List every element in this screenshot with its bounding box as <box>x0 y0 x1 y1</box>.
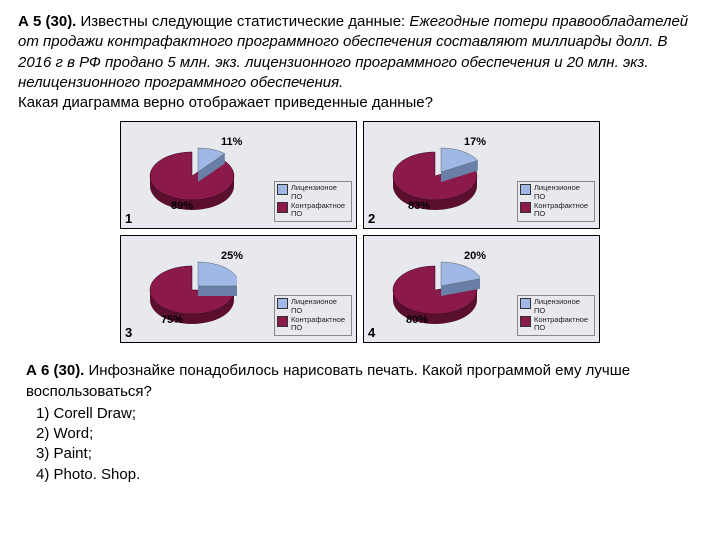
chart-2: 17% 83% 2 Лицензионое ПО Контрафактное П… <box>363 121 600 229</box>
legend-label: Лицензионое ПО <box>534 298 592 315</box>
legend-swatch <box>520 316 531 327</box>
legend-row: Контрафактное ПО <box>277 202 349 219</box>
q6-option-2: 2) Word; <box>36 424 702 444</box>
q5-text: А 5 (30). Известны следующие статистичес… <box>18 12 702 113</box>
pie-1 <box>147 146 237 206</box>
main-pct: 89% <box>171 200 193 212</box>
chart-legend: Лицензионое ПО Контрафактное ПО <box>517 181 595 222</box>
charts-grid: 11% 89% 1 Лицензионое ПО Контрафактное П… <box>120 121 600 343</box>
legend-swatch <box>277 202 288 213</box>
chart-1: 11% 89% 1 Лицензионое ПО Контрафактное П… <box>120 121 357 229</box>
legend-row: Контрафактное ПО <box>520 202 592 219</box>
chart-number: 3 <box>125 325 132 340</box>
slice-pct: 25% <box>221 250 243 262</box>
legend-row: Лицензионое ПО <box>277 184 349 201</box>
q6-option-1: 1) Corell Draw; <box>36 404 702 424</box>
chart-number: 4 <box>368 325 375 340</box>
legend-swatch <box>520 202 531 213</box>
legend-row: Лицензионое ПО <box>520 184 592 201</box>
q6-option-4: 4) Photo. Shop. <box>36 465 702 485</box>
q6-option-3: 3) Paint; <box>36 444 702 464</box>
legend-swatch <box>520 298 531 309</box>
q5-lead: Известны следующие статистические данные… <box>76 13 409 30</box>
legend-swatch <box>520 184 531 195</box>
slice-pct: 11% <box>221 136 242 148</box>
chart-4: 20% 80% 4 Лицензионое ПО Контрафактное П… <box>363 235 600 343</box>
legend-swatch <box>277 316 288 327</box>
main-pct: 75% <box>161 314 183 326</box>
pie-3 <box>147 260 237 320</box>
chart-legend: Лицензионое ПО Контрафактное ПО <box>517 295 595 336</box>
question-5: А 5 (30). Известны следующие статистичес… <box>18 12 702 343</box>
chart-legend: Лицензионое ПО Контрафактное ПО <box>274 181 352 222</box>
main-pct: 80% <box>406 314 428 326</box>
legend-swatch <box>277 298 288 309</box>
legend-swatch <box>277 184 288 195</box>
pie-2 <box>390 146 480 206</box>
chart-legend: Лицензионое ПО Контрафактное ПО <box>274 295 352 336</box>
question-6: А 6 (30). Инфознайке понадобилось нарисо… <box>18 361 702 485</box>
legend-label: Лицензионое ПО <box>291 298 349 315</box>
legend-label: Контрафактное ПО <box>534 202 592 219</box>
legend-row: Лицензионое ПО <box>277 298 349 315</box>
main-pct: 83% <box>408 200 430 212</box>
slice-pct: 17% <box>464 136 486 148</box>
legend-label: Контрафактное ПО <box>534 316 592 333</box>
q6-text: А 6 (30). Инфознайке понадобилось нарисо… <box>26 361 702 402</box>
chart-3: 25% 75% 3 Лицензионое ПО Контрафактное П… <box>120 235 357 343</box>
legend-row: Контрафактное ПО <box>520 316 592 333</box>
legend-label: Лицензионое ПО <box>291 184 349 201</box>
legend-label: Контрафактное ПО <box>291 202 349 219</box>
slice-pct: 20% <box>464 250 486 262</box>
legend-label: Контрафактное ПО <box>291 316 349 333</box>
q6-body: Инфознайке понадобилось нарисовать печат… <box>26 362 630 399</box>
q6-label: А 6 (30). <box>26 362 84 379</box>
q6-answers: 1) Corell Draw;2) Word;3) Paint;4) Photo… <box>18 404 702 485</box>
chart-number: 2 <box>368 211 375 226</box>
legend-row: Контрафактное ПО <box>277 316 349 333</box>
legend-label: Лицензионое ПО <box>534 184 592 201</box>
pie-4 <box>390 260 480 320</box>
legend-row: Лицензионое ПО <box>520 298 592 315</box>
chart-number: 1 <box>125 211 132 226</box>
q5-label: А 5 (30). <box>18 13 76 30</box>
q5-tail: Какая диаграмма верно отображает приведе… <box>18 94 433 111</box>
